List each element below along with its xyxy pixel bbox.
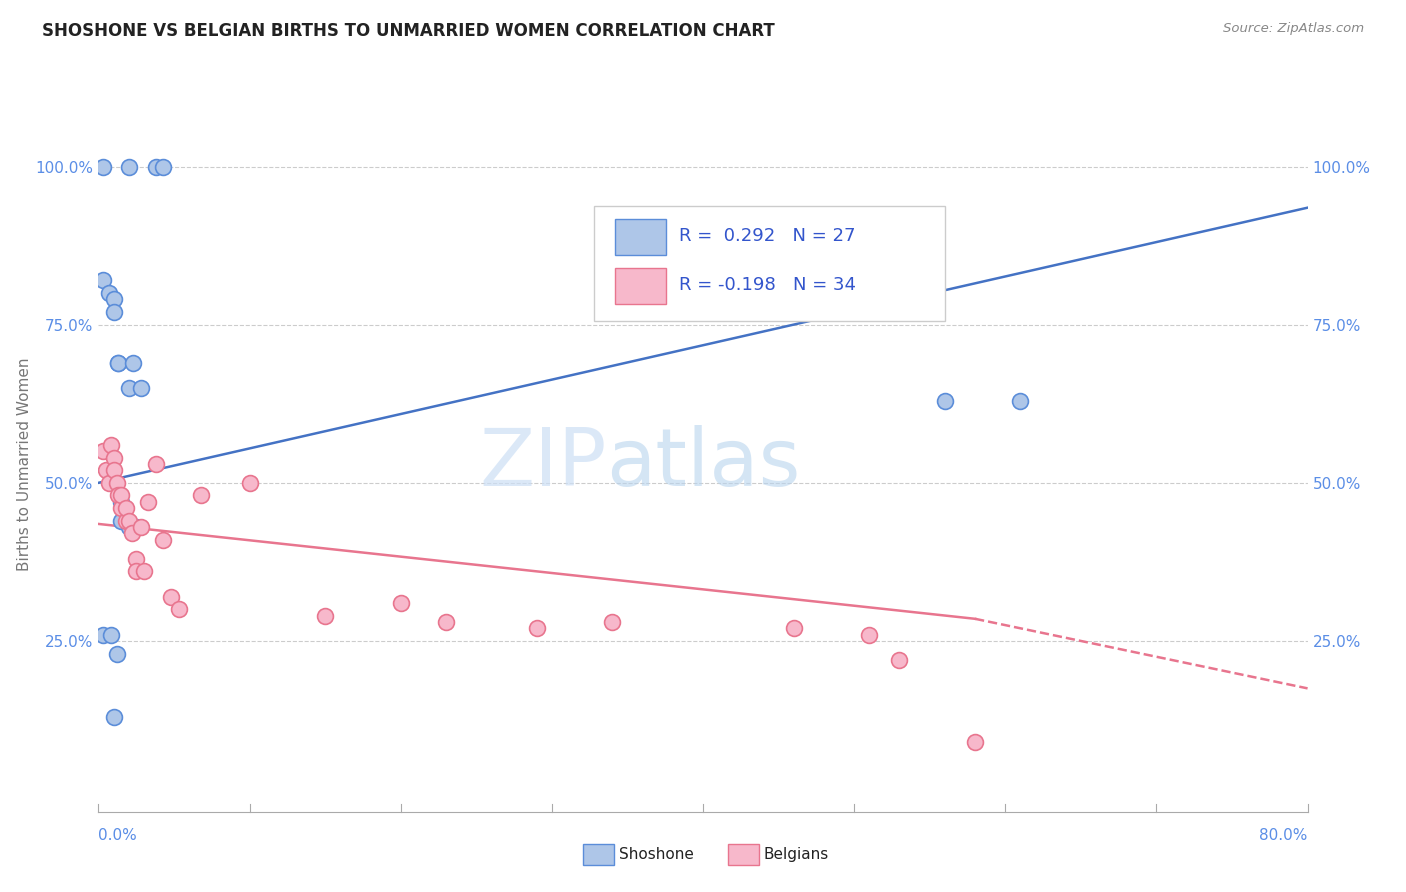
Point bbox=[314, 608, 336, 623]
Point bbox=[94, 463, 117, 477]
Point bbox=[132, 565, 155, 579]
Point bbox=[129, 381, 152, 395]
Point bbox=[889, 653, 911, 667]
Point bbox=[152, 533, 174, 547]
Point bbox=[91, 160, 114, 174]
Point bbox=[107, 356, 129, 370]
Point bbox=[100, 627, 122, 641]
Point bbox=[434, 615, 457, 629]
FancyBboxPatch shape bbox=[614, 268, 665, 304]
Point bbox=[103, 463, 125, 477]
Point bbox=[167, 602, 190, 616]
Point bbox=[100, 438, 122, 452]
Text: Belgians: Belgians bbox=[763, 847, 828, 862]
Text: ZIP: ZIP bbox=[479, 425, 606, 503]
Point bbox=[526, 621, 548, 635]
Point bbox=[389, 596, 412, 610]
Point bbox=[118, 520, 141, 534]
Point bbox=[118, 381, 141, 395]
Point bbox=[934, 393, 956, 408]
Point bbox=[1010, 393, 1032, 408]
Text: Source: ZipAtlas.com: Source: ZipAtlas.com bbox=[1223, 22, 1364, 36]
Point bbox=[118, 514, 141, 528]
Point bbox=[145, 457, 167, 471]
Point bbox=[125, 565, 148, 579]
Point bbox=[91, 273, 114, 287]
Point bbox=[239, 475, 262, 490]
Point bbox=[858, 627, 880, 641]
Point bbox=[103, 305, 125, 319]
Point bbox=[125, 551, 148, 566]
Text: R =  0.292   N = 27: R = 0.292 N = 27 bbox=[679, 227, 855, 245]
Point bbox=[91, 444, 114, 458]
Point bbox=[105, 647, 128, 661]
Point bbox=[110, 488, 132, 502]
Point bbox=[103, 710, 125, 724]
Point bbox=[125, 520, 148, 534]
Point bbox=[110, 495, 132, 509]
Point bbox=[114, 501, 136, 516]
Point bbox=[110, 501, 132, 516]
FancyBboxPatch shape bbox=[595, 206, 945, 321]
Point bbox=[190, 488, 212, 502]
Text: Shoshone: Shoshone bbox=[619, 847, 693, 862]
Point bbox=[160, 590, 183, 604]
Point bbox=[91, 627, 114, 641]
Point bbox=[121, 526, 143, 541]
Point bbox=[105, 475, 128, 490]
Point bbox=[98, 475, 121, 490]
Text: 0.0%: 0.0% bbox=[98, 828, 138, 843]
Text: SHOSHONE VS BELGIAN BIRTHS TO UNMARRIED WOMEN CORRELATION CHART: SHOSHONE VS BELGIAN BIRTHS TO UNMARRIED … bbox=[42, 22, 775, 40]
Point bbox=[98, 286, 121, 301]
Point bbox=[107, 356, 129, 370]
Point bbox=[965, 735, 987, 749]
Text: R = -0.198   N = 34: R = -0.198 N = 34 bbox=[679, 276, 856, 294]
Point bbox=[114, 514, 136, 528]
Point bbox=[145, 160, 167, 174]
Point bbox=[122, 356, 145, 370]
Point bbox=[602, 615, 624, 629]
Point bbox=[129, 520, 152, 534]
Point bbox=[107, 488, 129, 502]
Text: 80.0%: 80.0% bbox=[1260, 828, 1308, 843]
Text: atlas: atlas bbox=[606, 425, 800, 503]
Point bbox=[103, 450, 125, 465]
Point bbox=[118, 160, 141, 174]
Point bbox=[110, 514, 132, 528]
Y-axis label: Births to Unmarried Women: Births to Unmarried Women bbox=[17, 357, 32, 571]
FancyBboxPatch shape bbox=[614, 219, 665, 255]
Point bbox=[136, 495, 159, 509]
Point bbox=[783, 621, 806, 635]
Point bbox=[152, 160, 174, 174]
Point bbox=[103, 293, 125, 307]
